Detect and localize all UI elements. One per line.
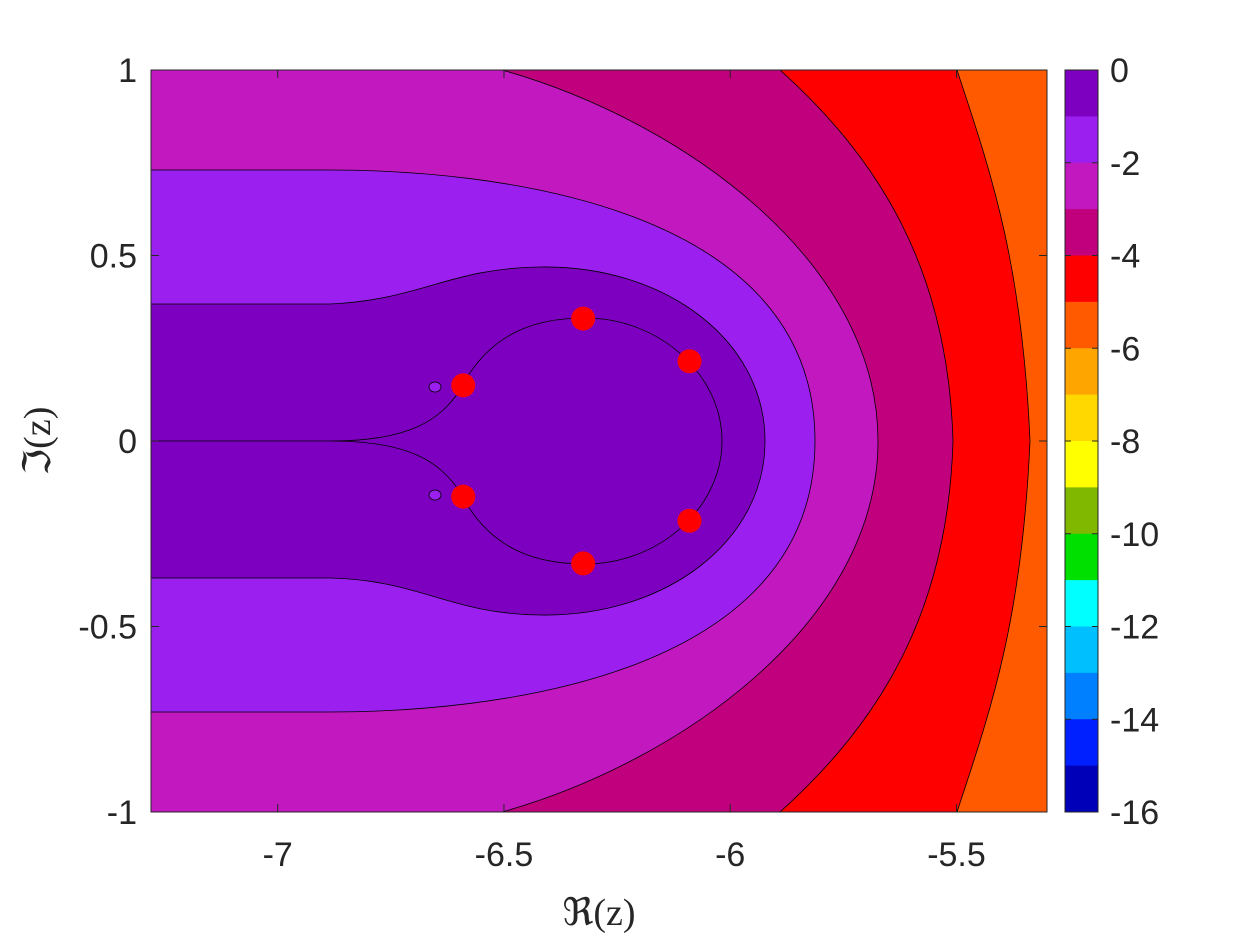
colorbar-segment	[1065, 162, 1098, 210]
marker-point	[451, 373, 476, 398]
marker-point	[677, 508, 702, 533]
colorbar-segment	[1065, 255, 1098, 303]
colorbar-tick-label: -14	[1110, 701, 1159, 739]
small-island-upper	[428, 381, 442, 393]
x-tick-label: -6.5	[475, 836, 534, 874]
colorbar-tick-label: -12	[1110, 609, 1159, 647]
colorbar-segment	[1065, 487, 1098, 535]
y-tick-label: 0	[118, 423, 137, 461]
colorbar-segment	[1065, 672, 1098, 720]
colorbar-tick-label: -8	[1110, 423, 1140, 461]
colorbar-segment	[1065, 301, 1098, 349]
marker-point	[571, 551, 596, 576]
colorbar-ticks: 0 -2 -4 -6 -8 -10 -12 -14 -16	[1065, 52, 1159, 832]
marker-point	[571, 306, 596, 331]
colorbar-segment	[1065, 626, 1098, 674]
colorbar-segment	[1065, 116, 1098, 164]
colorbar-segment	[1065, 441, 1098, 488]
colorbar-tick-label: -2	[1110, 145, 1140, 183]
eigenvalue-markers	[451, 306, 702, 576]
colorbar-segment	[1065, 348, 1098, 396]
y-axis-ticks: 1 0.5 0 -0.5 -1	[78, 52, 1047, 832]
marker-point	[451, 484, 476, 509]
colorbar-tick-label: -6	[1110, 330, 1140, 368]
colorbar	[1065, 70, 1098, 813]
colorbar-segment	[1065, 533, 1098, 581]
x-axis-label: ℜ(z)	[562, 892, 635, 934]
y-tick-label: -0.5	[78, 609, 137, 647]
small-island-lower	[428, 489, 442, 501]
colorbar-tick-label: -16	[1110, 794, 1159, 832]
colorbar-segment	[1065, 765, 1098, 813]
colorbar-segment	[1065, 580, 1098, 627]
contour-region-level-1	[151, 266, 766, 616]
colorbar-tick-label: -10	[1110, 516, 1159, 554]
y-axis-label: ℑ(z)	[17, 407, 59, 476]
colorbar-segment	[1065, 719, 1098, 767]
colorbar-segment	[1065, 209, 1098, 256]
y-tick-label: 1	[118, 52, 137, 90]
marker-point	[677, 349, 702, 374]
plot-area	[151, 70, 1047, 812]
colorbar-tick-label: -4	[1110, 238, 1140, 276]
x-tick-label: -6	[715, 836, 745, 874]
x-tick-label: -7	[263, 836, 293, 874]
y-tick-label: 0.5	[90, 238, 137, 276]
colorbar-segment	[1065, 70, 1098, 117]
colorbar-segment	[1065, 394, 1098, 442]
colorbar-tick-label: 0	[1110, 52, 1129, 90]
y-tick-label: -1	[107, 794, 137, 832]
x-axis-ticks: -7 -6.5 -6 -5.5	[263, 70, 986, 874]
x-tick-label: -5.5	[927, 836, 986, 874]
